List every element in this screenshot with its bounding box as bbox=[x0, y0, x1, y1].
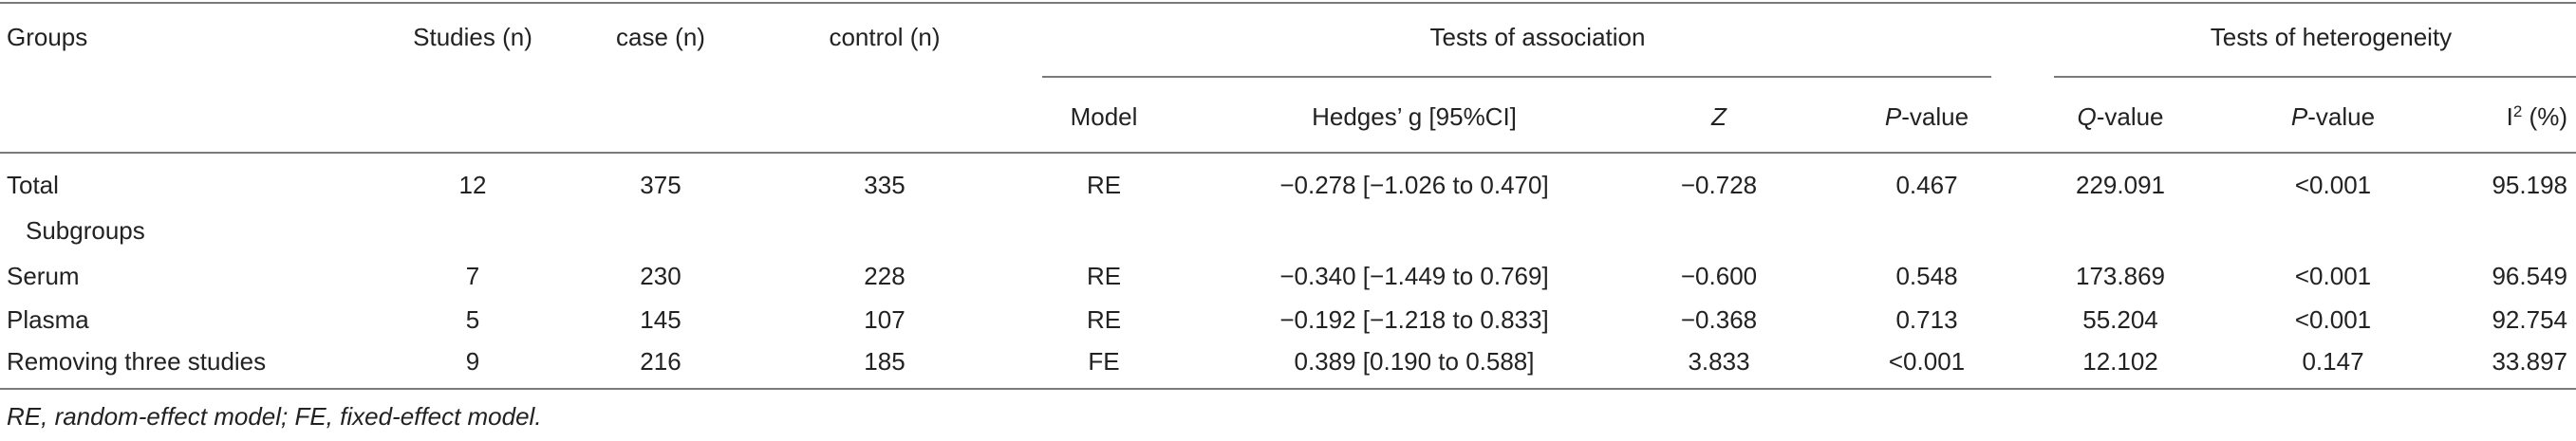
row-serum-group: Serum bbox=[7, 262, 80, 290]
i-base: I bbox=[2506, 102, 2513, 131]
header-z: Z bbox=[1711, 102, 1727, 131]
row-removing-control: 185 bbox=[864, 347, 905, 376]
row-total-hedges: −0.278 [−1.026 to 0.470] bbox=[1279, 171, 1549, 199]
row-serum-i2: 96.549 bbox=[2492, 262, 2567, 290]
row-removing-case: 216 bbox=[640, 347, 681, 376]
header-tests-of-heterogeneity: Tests of heterogeneity bbox=[2210, 23, 2453, 51]
row-removing-q: 12.102 bbox=[2082, 347, 2158, 376]
row-total-group: Total bbox=[7, 171, 59, 199]
top-rule bbox=[0, 2, 2576, 4]
row-removing-studies: 9 bbox=[465, 347, 480, 376]
header-groups: Groups bbox=[7, 23, 88, 51]
row-total-p2: <0.001 bbox=[2294, 171, 2372, 199]
row-total-q: 229.091 bbox=[2076, 171, 2165, 199]
i-sup: 2 bbox=[2512, 102, 2523, 120]
row-total-z: −0.728 bbox=[1680, 171, 1758, 199]
p-italic-2: P bbox=[2290, 102, 2308, 131]
row-total-control: 335 bbox=[864, 171, 905, 199]
row-serum-hedges: −0.340 [−1.449 to 0.769] bbox=[1279, 262, 1549, 290]
header-i-squared: I2 (%) bbox=[2507, 102, 2567, 131]
q-suffix: -value bbox=[2096, 102, 2164, 131]
heterogeneity-underline bbox=[2054, 76, 2576, 78]
row-plasma-p2: <0.001 bbox=[2294, 305, 2372, 334]
row-serum-p2: <0.001 bbox=[2294, 262, 2372, 290]
row-plasma-i2: 92.754 bbox=[2492, 305, 2567, 334]
row-removing-z: 3.833 bbox=[1688, 347, 1750, 376]
p-italic: P bbox=[1884, 102, 1902, 131]
row-plasma-p: 0.713 bbox=[1895, 305, 1958, 334]
p-suffix-2: -value bbox=[2307, 102, 2376, 131]
row-removing-p: <0.001 bbox=[1888, 347, 1966, 376]
header-p-value-heterogeneity: P-value bbox=[2291, 102, 2375, 131]
table-footnote: RE, random-effect model; FE, fixed-effec… bbox=[7, 402, 542, 431]
row-removing-i2: 33.897 bbox=[2492, 347, 2567, 376]
row-plasma-z: −0.368 bbox=[1680, 305, 1758, 334]
row-plasma-q: 55.204 bbox=[2082, 305, 2158, 334]
header-model: Model bbox=[1070, 102, 1138, 131]
row-plasma-group: Plasma bbox=[7, 305, 89, 334]
row-plasma-case: 145 bbox=[640, 305, 681, 334]
row-plasma-model: RE bbox=[1086, 305, 1122, 334]
header-rule bbox=[0, 152, 2576, 154]
row-total-case: 375 bbox=[640, 171, 681, 199]
header-case: case (n) bbox=[616, 23, 705, 51]
subgroups-label: Subgroups bbox=[26, 216, 145, 245]
row-total-studies: 12 bbox=[458, 171, 487, 199]
row-plasma-hedges: −0.192 [−1.218 to 0.833] bbox=[1279, 305, 1549, 334]
association-underline bbox=[1042, 76, 1991, 78]
row-removing-p2: 0.147 bbox=[2302, 347, 2364, 376]
p-suffix: -value bbox=[1901, 102, 1969, 131]
row-total-i2: 95.198 bbox=[2492, 171, 2567, 199]
row-serum-model: RE bbox=[1086, 262, 1122, 290]
row-removing-group: Removing three studies bbox=[7, 347, 267, 376]
header-hedges: Hedges’ g [95%CI] bbox=[1312, 102, 1517, 131]
header-q-value: Q-value bbox=[2077, 102, 2163, 131]
row-total-model: RE bbox=[1086, 171, 1122, 199]
header-control: control (n) bbox=[829, 23, 941, 51]
row-serum-studies: 7 bbox=[465, 262, 480, 290]
row-removing-hedges: 0.389 [0.190 to 0.588] bbox=[1294, 347, 1535, 376]
row-total-p: 0.467 bbox=[1895, 171, 1958, 199]
row-plasma-control: 107 bbox=[864, 305, 905, 334]
row-serum-z: −0.600 bbox=[1680, 262, 1758, 290]
row-serum-control: 228 bbox=[864, 262, 905, 290]
row-serum-q: 173.869 bbox=[2076, 262, 2165, 290]
bottom-rule bbox=[0, 388, 2576, 390]
row-serum-case: 230 bbox=[640, 262, 681, 290]
row-serum-p: 0.548 bbox=[1895, 262, 1958, 290]
row-removing-model: FE bbox=[1088, 347, 1120, 376]
q-italic: Q bbox=[2077, 102, 2097, 131]
row-plasma-studies: 5 bbox=[465, 305, 480, 334]
header-studies: Studies (n) bbox=[413, 23, 532, 51]
header-tests-of-association: Tests of association bbox=[1429, 23, 1646, 51]
header-p-value: P-value bbox=[1885, 102, 1969, 131]
i-suffix: (%) bbox=[2522, 102, 2567, 131]
